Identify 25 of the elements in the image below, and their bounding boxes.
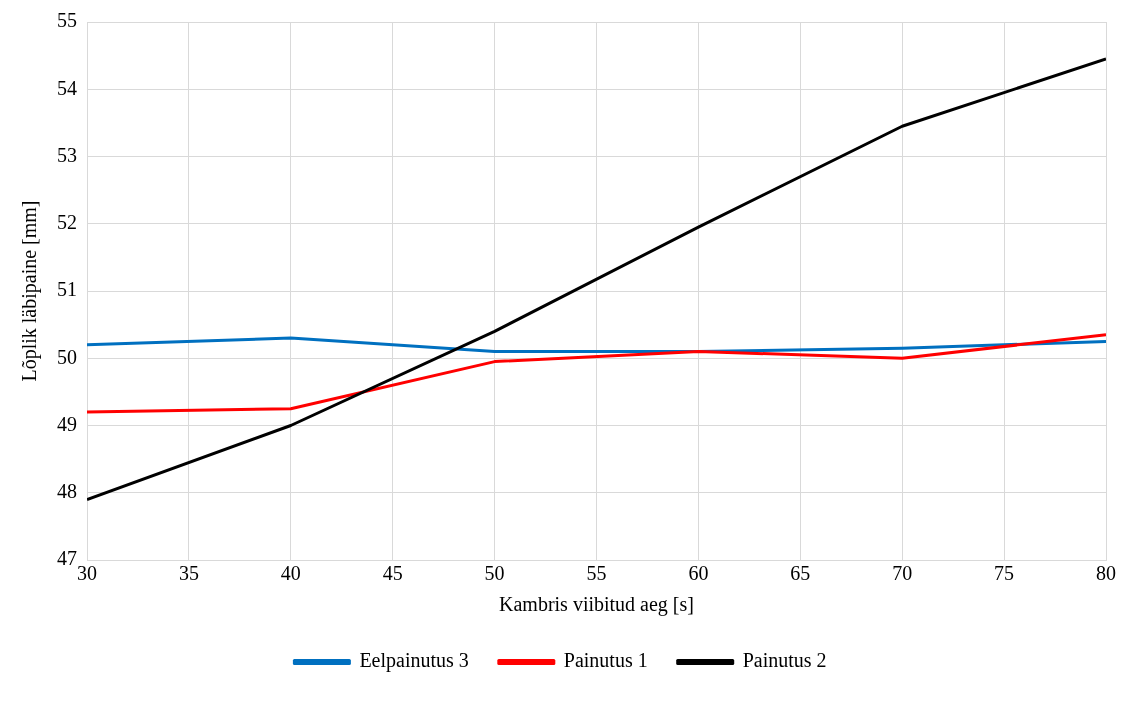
y-tick-label: 51	[57, 278, 77, 301]
y-tick-label: 54	[57, 76, 77, 99]
x-tick-label: 55	[586, 562, 607, 585]
y-tick-label: 52	[57, 211, 77, 233]
y-tick-label: 50	[57, 345, 77, 368]
legend-label: Painutus 2	[742, 649, 827, 672]
x-tick-label: 35	[178, 562, 199, 585]
x-tick-label: 50	[484, 562, 505, 585]
x-tick-label: 45	[382, 562, 403, 585]
y-axis-title: Lõplik läbipaine [mm]	[18, 200, 42, 382]
x-tick-label: 75	[994, 562, 1015, 585]
y-tick-label: 48	[57, 480, 77, 502]
y-tick-label: 55	[57, 9, 77, 32]
y-tick-label: 53	[57, 143, 77, 166]
x-axis-title: Kambris viibitud aeg [s]	[499, 593, 694, 617]
x-tick-label: 30	[77, 562, 97, 585]
x-tick-label: 60	[688, 562, 709, 585]
x-tick-label: 80	[1096, 562, 1116, 585]
y-tick-label: 47	[57, 547, 77, 570]
legend-label: Eelpainutus 3	[359, 649, 469, 673]
legend-label: Painutus 1	[563, 649, 648, 672]
x-tick-label: 40	[280, 562, 301, 585]
y-tick-label: 49	[57, 412, 77, 435]
x-tick-label: 70	[892, 562, 913, 585]
x-tick-label: 65	[790, 562, 811, 585]
